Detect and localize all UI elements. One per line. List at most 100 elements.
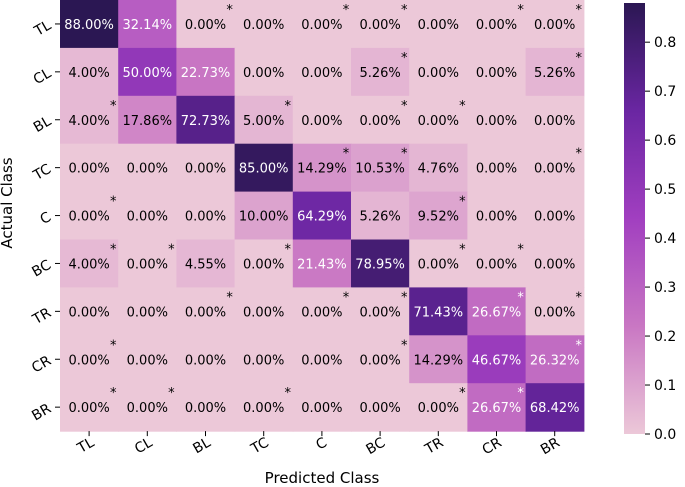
heatmap-cell <box>467 383 527 432</box>
cell-value-label: 10.00% <box>239 210 289 225</box>
cell-value-label: 22.73% <box>181 66 231 81</box>
heatmap-cell <box>351 0 410 49</box>
colorbar-tick-label: 0.8 <box>654 35 676 51</box>
heatmap-cell <box>176 239 236 288</box>
heatmap-cell <box>292 191 352 241</box>
heatmap-cell <box>409 383 468 432</box>
colorbar-tick-label: 0.0 <box>654 427 676 443</box>
heatmap-cell <box>176 383 236 432</box>
x-tick-label: TL <box>74 435 97 458</box>
heatmap-cell <box>351 239 410 288</box>
heatmap-cell <box>118 191 177 241</box>
heatmap-cell <box>409 287 468 336</box>
colorbar-tick-label: 0.3 <box>654 280 676 296</box>
significance-mark: * <box>226 3 233 18</box>
y-tick-label: BC <box>29 257 54 281</box>
heatmap-cell <box>292 47 352 97</box>
heatmap-cell <box>351 335 410 384</box>
significance-mark: * <box>226 290 233 305</box>
colorbar-tick-label: 0.2 <box>654 329 676 345</box>
cell-value-label: 0.00% <box>534 257 575 272</box>
y-tick-label: CR <box>29 353 54 377</box>
significance-mark: * <box>576 147 583 162</box>
significance-mark: * <box>110 99 117 114</box>
colorbar: 0.0 0.1 0.2 0.3 0.4 0.5 0.6 0.7 0.8 <box>624 3 676 443</box>
cell-value-label: 0.00% <box>418 66 459 81</box>
cell-value-label: 46.67% <box>472 353 522 368</box>
cell-value-label: 0.00% <box>185 162 226 177</box>
x-axis-ticks: TL CL BL TC C BC TR CR BR <box>74 431 563 458</box>
heatmap-cell <box>467 95 527 145</box>
heatmap-cell <box>60 191 119 241</box>
cell-value-label: 0.00% <box>185 353 226 368</box>
colorbar-tick-label: 0.1 <box>654 378 676 394</box>
heatmap-cell <box>292 143 352 193</box>
significance-mark: * <box>343 290 350 305</box>
cell-value-label: 50.00% <box>123 66 173 81</box>
cell-value-label: 0.00% <box>301 114 342 129</box>
y-tick-label: C <box>38 209 55 228</box>
cell-value-label: 0.00% <box>476 114 517 129</box>
heatmap-cell <box>409 239 468 288</box>
x-tick-label: TC <box>248 435 272 458</box>
heatmap-cell <box>351 95 410 145</box>
cell-value-label: 88.00% <box>64 18 114 33</box>
cell-value-label: 14.29% <box>297 162 347 177</box>
heatmap-cell <box>234 143 294 193</box>
cell-value-label: 0.00% <box>534 18 575 33</box>
heatmap-cell <box>292 383 352 432</box>
heatmap-cell <box>351 383 410 432</box>
heatmap-cell <box>351 143 410 193</box>
heatmap-cell <box>467 0 527 49</box>
cell-value-label: 0.00% <box>127 257 168 272</box>
heatmap-cell <box>467 239 527 288</box>
cell-value-label: 0.00% <box>243 257 284 272</box>
cell-value-label: 9.52% <box>418 210 459 225</box>
cell-value-label: 0.00% <box>301 401 342 416</box>
cell-value-label: 32.14% <box>123 18 173 33</box>
heatmap-cell <box>409 191 468 241</box>
cell-value-label: 0.00% <box>243 18 284 33</box>
colorbar-tick-label: 0.5 <box>654 182 676 198</box>
cell-value-label: 0.00% <box>68 305 109 320</box>
cell-value-label: 0.00% <box>476 162 517 177</box>
cell-value-label: 4.00% <box>68 66 109 81</box>
heatmap-cell <box>467 191 527 241</box>
significance-mark: * <box>285 99 292 114</box>
heatmap-cell <box>118 143 177 193</box>
significance-mark: * <box>401 338 408 353</box>
heatmap-cell <box>176 95 236 145</box>
y-tick-label: TR <box>29 305 54 329</box>
cell-value-label: 0.00% <box>359 114 400 129</box>
heatmap-cell <box>409 335 468 384</box>
heatmap-cell <box>118 287 177 336</box>
cell-value-label: 0.00% <box>301 18 342 33</box>
significance-mark: * <box>401 290 408 305</box>
cell-value-label: 0.00% <box>243 353 284 368</box>
heatmap-cell <box>176 287 236 336</box>
heatmap-cell <box>118 335 177 384</box>
colorbar-tick-label: 0.4 <box>654 231 676 247</box>
heatmap-cell <box>234 191 294 241</box>
heatmap-cell <box>176 335 236 384</box>
colorbar-ticks: 0.0 0.1 0.2 0.3 0.4 0.5 0.6 0.7 0.8 <box>645 35 676 443</box>
cell-value-label: 21.43% <box>297 257 347 272</box>
significance-mark: * <box>401 99 408 114</box>
cell-value-label: 4.00% <box>68 114 109 129</box>
cell-value-label: 0.00% <box>534 114 575 129</box>
heatmap-cell <box>409 95 468 145</box>
cell-value-label: 0.00% <box>359 353 400 368</box>
y-axis-label: Actual Class <box>0 157 16 248</box>
cell-value-label: 5.26% <box>359 66 400 81</box>
cell-value-label: 71.43% <box>414 305 464 320</box>
heatmap-cell <box>525 335 585 384</box>
cell-value-label: 0.00% <box>301 353 342 368</box>
heatmap-cell <box>525 191 585 241</box>
cell-value-label: 0.00% <box>243 66 284 81</box>
x-axis-label: Predicted Class <box>265 469 380 487</box>
significance-mark: * <box>401 147 408 162</box>
heatmap-cell <box>292 287 352 336</box>
significance-mark: * <box>459 195 466 210</box>
x-tick-label: BC <box>364 435 389 459</box>
significance-mark: * <box>168 243 175 258</box>
